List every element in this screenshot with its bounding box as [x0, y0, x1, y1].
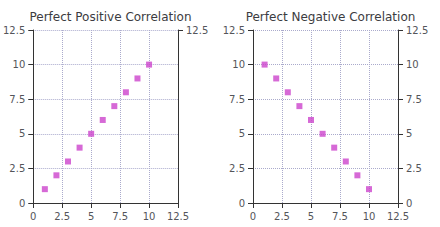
svg-text:12.5: 12.5 [3, 25, 25, 36]
svg-text:5: 5 [19, 128, 25, 139]
svg-text:5: 5 [88, 211, 94, 222]
svg-text:0: 0 [30, 211, 36, 222]
svg-text:5: 5 [239, 128, 245, 139]
svg-text:12.5: 12.5 [223, 25, 245, 36]
svg-text:2.5: 2.5 [274, 211, 290, 222]
svg-text:2.5: 2.5 [54, 211, 70, 222]
svg-text:2.5: 2.5 [229, 163, 245, 174]
svg-text:0: 0 [239, 198, 245, 209]
svg-text:10: 10 [406, 59, 419, 70]
svg-text:Perfect Negative Correlation: Perfect Negative Correlation [246, 10, 416, 24]
svg-text:12.5: 12.5 [167, 211, 189, 222]
svg-text:12.5: 12.5 [186, 25, 208, 36]
svg-text:7.5: 7.5 [229, 94, 245, 105]
svg-text:10: 10 [143, 211, 156, 222]
svg-text:10: 10 [363, 211, 376, 222]
svg-text:7.5: 7.5 [112, 211, 128, 222]
svg-text:7.5: 7.5 [406, 94, 422, 105]
svg-text:12.5: 12.5 [406, 25, 428, 36]
svg-text:2.5: 2.5 [406, 163, 422, 174]
svg-text:7.5: 7.5 [332, 211, 348, 222]
svg-text:Perfect Positive Correlation: Perfect Positive Correlation [29, 10, 191, 24]
svg-text:10: 10 [13, 59, 26, 70]
svg-text:5: 5 [308, 211, 314, 222]
svg-text:0: 0 [250, 211, 256, 222]
svg-text:10: 10 [232, 59, 245, 70]
svg-text:2.5: 2.5 [9, 163, 25, 174]
svg-text:12.5: 12.5 [387, 211, 409, 222]
svg-text:5: 5 [406, 128, 412, 139]
svg-text:7.5: 7.5 [9, 94, 25, 105]
svg-text:0: 0 [406, 198, 412, 209]
svg-text:0: 0 [19, 198, 25, 209]
